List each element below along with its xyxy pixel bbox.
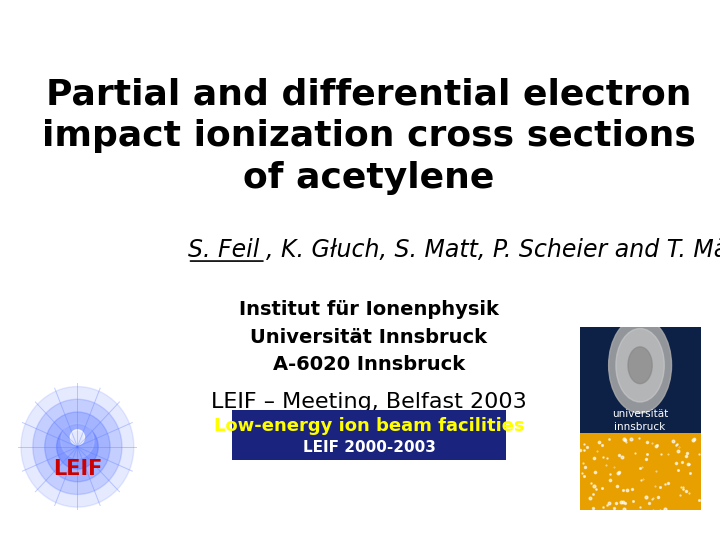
FancyBboxPatch shape	[233, 410, 505, 460]
Circle shape	[608, 318, 672, 413]
Text: Low-energy ion beam facilities: Low-energy ion beam facilities	[214, 417, 524, 435]
FancyBboxPatch shape	[580, 433, 701, 510]
Circle shape	[60, 423, 94, 458]
Text: universität
innsbruck: universität innsbruck	[612, 409, 668, 431]
Text: LEIF 2000-2003: LEIF 2000-2003	[302, 440, 436, 455]
Circle shape	[616, 328, 665, 402]
Circle shape	[57, 424, 98, 469]
Text: Universität Innsbruck: Universität Innsbruck	[251, 328, 487, 347]
Text: S. Feil: S. Feil	[188, 238, 259, 262]
Text: LEIF: LEIF	[53, 459, 102, 479]
Text: , K. Głuch, S. Matt, P. Scheier and T. Märk: , K. Głuch, S. Matt, P. Scheier and T. M…	[266, 238, 720, 262]
Text: Institut für Ionenphysik: Institut für Ionenphysik	[239, 300, 499, 319]
Circle shape	[21, 387, 134, 507]
Circle shape	[45, 412, 110, 482]
FancyBboxPatch shape	[580, 327, 701, 433]
Circle shape	[71, 430, 84, 445]
Text: LEIF – Meeting, Belfast 2003: LEIF – Meeting, Belfast 2003	[211, 392, 527, 411]
Text: A-6020 Innsbruck: A-6020 Innsbruck	[273, 355, 465, 374]
Text: Partial and differential electron
impact ionization cross sections
of acetylene: Partial and differential electron impact…	[42, 77, 696, 195]
Circle shape	[33, 399, 122, 495]
Circle shape	[628, 347, 652, 383]
